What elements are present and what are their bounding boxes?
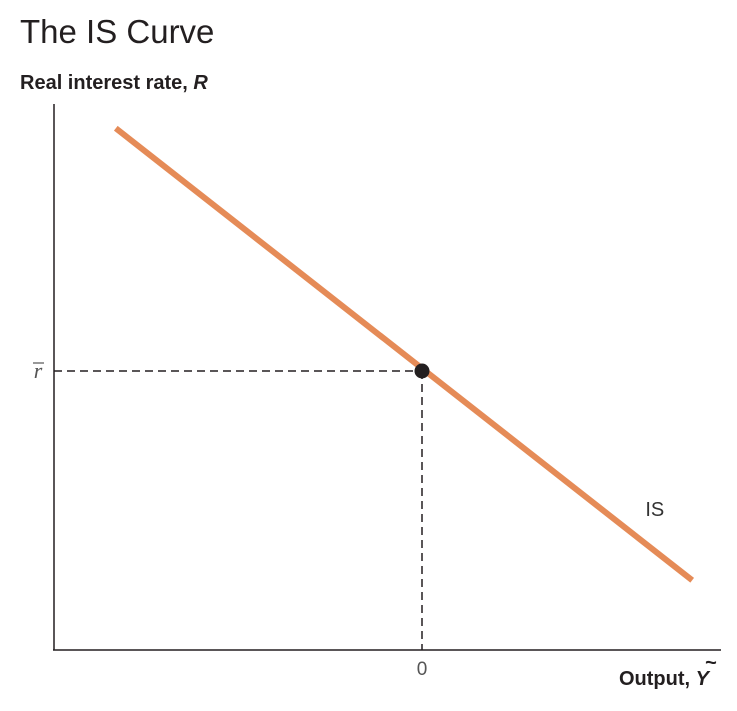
x-axis-tilde-accent: ~: [705, 652, 717, 674]
x-axis-title-text: Output,: [619, 668, 696, 690]
y-axis-title-symbol: R: [193, 72, 208, 94]
y-axis-title: Real interest rate, R: [20, 72, 208, 94]
chart-title: The IS Curve: [20, 13, 214, 50]
x-axis-title-symbol: Y: [696, 668, 711, 690]
x-tick-label-0: 0: [417, 659, 428, 680]
is-curve-line: [113, 125, 695, 583]
equilibrium-point: [414, 363, 430, 379]
y-axis-title-text: Real interest rate,: [20, 72, 193, 94]
is-curve-label: IS: [645, 499, 664, 521]
x-axis-title: Output, Y: [619, 668, 711, 690]
y-tick-label-r: r: [34, 358, 43, 383]
